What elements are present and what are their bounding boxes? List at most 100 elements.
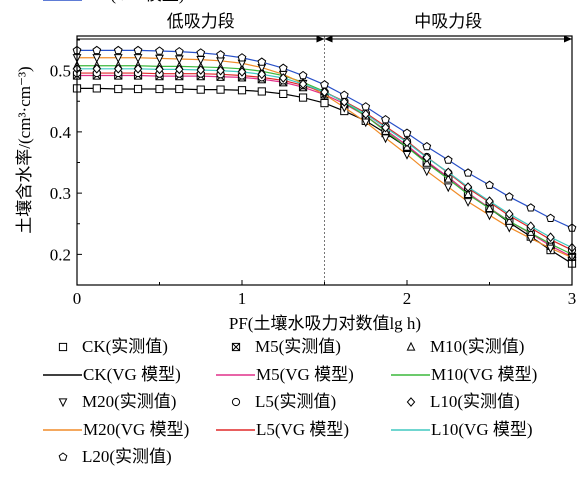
y-tick-label: 0.5 — [50, 62, 71, 81]
data-point-l10 — [298, 79, 308, 89]
x-tick-label: 1 — [238, 289, 247, 308]
data-point-l20 — [237, 53, 247, 62]
data-point-l20 — [298, 70, 308, 80]
data-point-l20 — [278, 63, 288, 72]
data-point-ck — [257, 87, 266, 96]
legend-marker — [58, 398, 68, 408]
data-point-l10 — [155, 64, 164, 75]
data-point-m20 — [155, 54, 164, 64]
legend-model-label: L5(VG 模型) — [256, 420, 349, 439]
region-label: 中吸力段 — [414, 12, 482, 32]
data-point-m20 — [174, 55, 184, 65]
data-point-l10 — [196, 65, 206, 75]
data-point-l10 — [381, 122, 390, 133]
data-point-l20 — [155, 46, 164, 55]
region-annotation-1: 低吸力段 — [77, 12, 325, 43]
data-point-m20 — [381, 134, 390, 144]
data-point-l20 — [339, 90, 349, 99]
legend-item-m10: M10(实测值) M10(VG 模型) — [391, 337, 537, 384]
region-annotation-2: 中吸力段 — [324, 12, 572, 43]
data-point-l20 — [196, 48, 206, 57]
data-point-l10 — [505, 209, 514, 219]
y-tick-label: 0.3 — [50, 184, 71, 203]
data-point-l10 — [133, 63, 143, 74]
legend-obs-label: M10(实测值) — [430, 337, 524, 356]
legend-marker — [406, 397, 416, 407]
data-point-m20 — [485, 211, 494, 221]
data-point-l10 — [257, 69, 267, 80]
data-point-ck — [114, 84, 123, 94]
y-axis-label: 土壤含水率/(cm³·cm⁻³) — [14, 66, 34, 233]
legend-obs-label: CK(实测值) — [82, 337, 168, 356]
data-point-ck — [155, 84, 164, 94]
data-point-m20 — [526, 234, 536, 244]
data-point-m10 — [485, 203, 494, 213]
legend-obs-label: L5(实测值) — [255, 392, 336, 411]
data-point-l20 — [422, 141, 432, 151]
region-arrow-head — [324, 35, 333, 43]
data-point-l10 — [526, 221, 536, 232]
data-point-l10 — [485, 196, 494, 206]
data-point-l20 — [443, 155, 453, 164]
data-point-l10 — [443, 167, 453, 178]
data-point-m20 — [422, 167, 432, 177]
data-point-ck — [92, 84, 101, 93]
data-point-ck — [298, 93, 308, 102]
legend-model-label: M10(VG 模型) — [431, 365, 537, 384]
data-point-l10 — [546, 232, 555, 243]
data-point-l20 — [320, 80, 329, 89]
x-tick-label: 0 — [73, 289, 82, 308]
data-point-ck — [216, 85, 225, 94]
data-point-m20 — [92, 54, 102, 63]
data-point-m10 — [443, 173, 453, 183]
data-point-ck — [320, 98, 329, 108]
data-point-l10 — [278, 73, 288, 83]
data-point-l10 — [422, 152, 432, 163]
data-point-l20 — [526, 203, 536, 212]
data-point-m10 — [463, 189, 473, 198]
data-point-ck — [196, 85, 205, 94]
data-point-m20 — [133, 54, 143, 63]
legend-marker — [58, 342, 68, 352]
data-point-l10 — [113, 63, 123, 74]
legend-item-l20: L20(实测值) L20(VG 模型) — [43, 0, 185, 466]
legend-item-l5: L5(实测值) L5(VG 模型) — [216, 392, 349, 439]
region-arrow-head — [564, 35, 572, 43]
data-point-l20 — [257, 57, 267, 66]
legend-obs-label: M5(实测值) — [255, 337, 341, 356]
data-point-l10 — [175, 64, 184, 75]
data-point-l10 — [237, 66, 247, 77]
data-point-ck — [237, 86, 247, 95]
legend-obs-label: L10(实测值) — [430, 392, 520, 411]
data-point-l10 — [340, 97, 349, 107]
data-point-m20 — [443, 183, 453, 193]
legend-marker — [58, 452, 68, 461]
legend-obs-label: M20(实测值) — [82, 392, 176, 411]
data-point-l20 — [463, 168, 473, 177]
data-point-l20 — [92, 45, 102, 55]
data-point-m20 — [402, 150, 412, 160]
legend-item-m20: M20(实测值) M20(VG 模型) — [43, 392, 189, 439]
data-point-m20 — [113, 54, 123, 63]
data-point-l10 — [402, 137, 412, 148]
data-point-l20 — [216, 50, 225, 59]
legend-item-ck: CK(实测值) CK(VG 模型) — [43, 337, 181, 384]
data-point-m20 — [361, 118, 371, 128]
data-point-l20 — [174, 47, 184, 56]
legend-item-l10: L10(实测值) L10(VG 模型) — [391, 392, 533, 439]
data-point-m20 — [463, 198, 473, 207]
legend-marker — [231, 397, 241, 407]
legend-marker — [231, 342, 241, 352]
data-point-l20 — [361, 102, 371, 111]
legend-model-label: L20(VG 模型) — [83, 0, 185, 4]
data-point-ck — [133, 84, 143, 94]
legend-model-label: CK(VG 模型) — [83, 365, 181, 384]
x-tick-label: 3 — [568, 289, 577, 308]
data-point-l10 — [361, 109, 371, 119]
x-axis-label: PF(土壤水吸力对数值lg h) — [229, 313, 421, 333]
region-arrow-head — [316, 35, 325, 43]
data-point-ck — [279, 89, 288, 99]
data-point-l20 — [546, 213, 555, 222]
data-point-l20 — [381, 115, 390, 124]
